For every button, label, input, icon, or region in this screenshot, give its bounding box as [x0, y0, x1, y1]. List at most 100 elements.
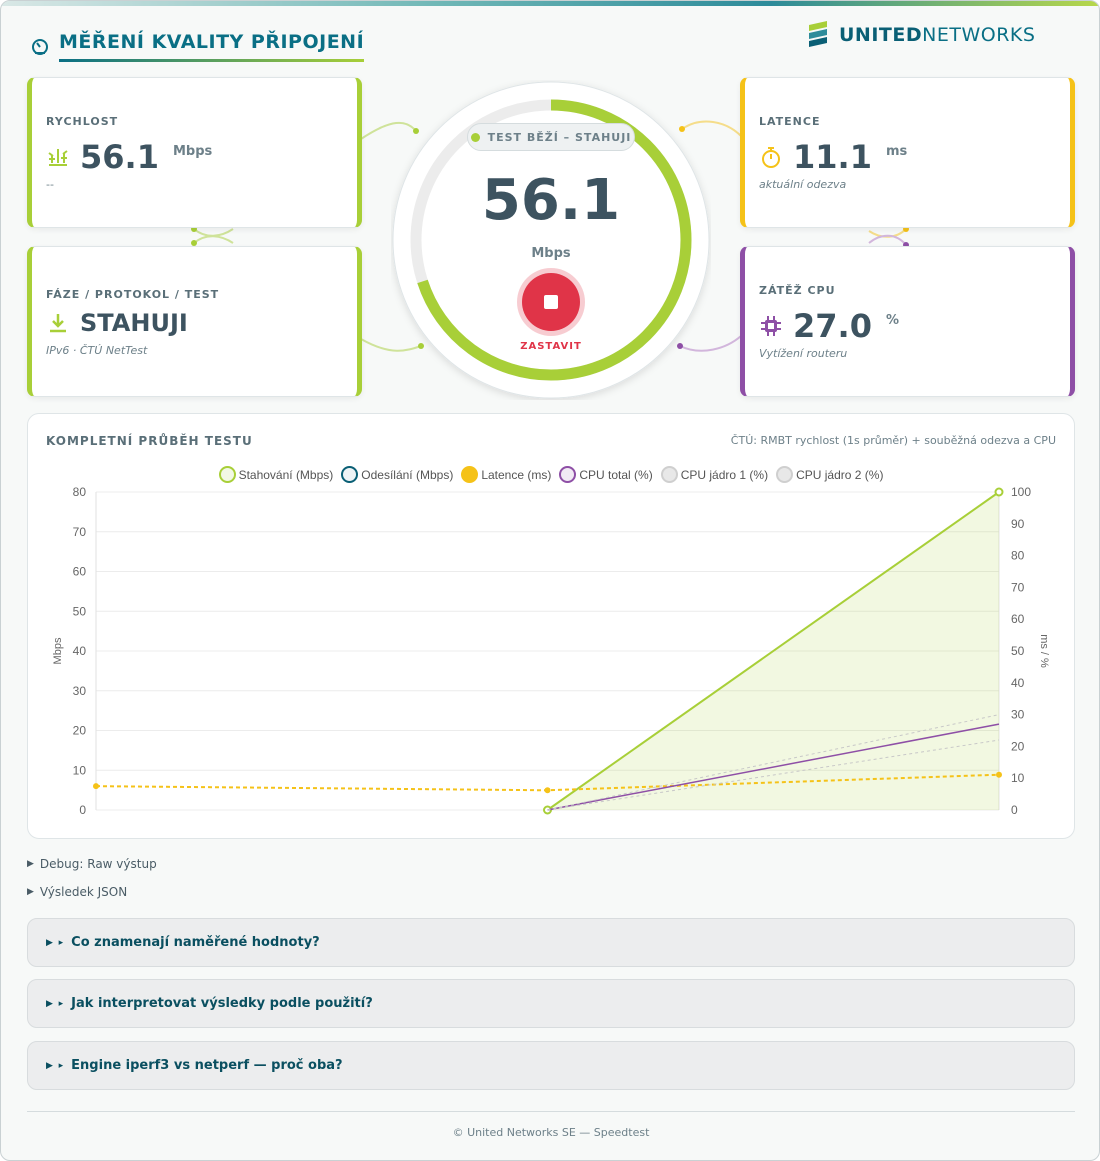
top-accent-bar [1, 1, 1099, 6]
y-tick-label: 0 [79, 803, 86, 817]
status-text: TEST BĚŽÍ – STAHUJI [487, 130, 632, 144]
latency-point [996, 771, 1002, 778]
latency-card: LATENCE 11.1 ms aktuální odezva [740, 77, 1075, 228]
legend-swatch [341, 466, 359, 483]
y2-tick-label: 100 [1011, 485, 1031, 499]
legend-swatch [461, 466, 479, 483]
faq-item-interpretation[interactable]: ▶ ▸ Jak interpretovat výsledky podle pou… [27, 979, 1075, 1028]
phase-sub: IPv6 · ČTÚ NetTest [46, 344, 148, 357]
gauge-ring [392, 81, 710, 399]
stopwatch-icon [762, 147, 780, 168]
chart-note: ČTÚ: RMBT rychlost (1s průměr) + souběžn… [730, 434, 1056, 447]
status-dot [470, 132, 480, 142]
cpu-label: ZÁTĚŽ CPU [759, 284, 836, 297]
legend-swatch [559, 466, 577, 483]
y-tick-label: 40 [73, 644, 87, 658]
phase-value: STAHUJI [80, 309, 188, 337]
legend-label: Latence (ms) [481, 467, 552, 482]
latency-sub: aktuální odezva [759, 178, 847, 191]
legend-label: Stahování (Mbps) [238, 467, 334, 482]
y-tick-label: 30 [73, 684, 87, 698]
gauge-unit: Mbps [531, 246, 571, 261]
y-tick-label: 50 [73, 604, 87, 618]
status-pill: TEST BĚŽÍ – STAHUJI [467, 123, 635, 151]
footer: © United Networks SE — Speedtest [452, 1126, 650, 1139]
cpu-card: ZÁTĚŽ CPU 27.0 % Vytížení routeru [740, 246, 1075, 397]
brand-logo: UNITEDNETWORKS [807, 21, 1035, 49]
y2-tick-label: 90 [1011, 517, 1025, 531]
y-tick-label: 80 [73, 485, 87, 499]
legend-label: CPU jádro 1 (%) [680, 467, 769, 482]
speed-unit: Mbps [172, 144, 213, 159]
legend-item[interactable]: Latence (ms) [461, 466, 551, 483]
legend-label: CPU total (%) [579, 467, 653, 482]
cpu-unit: % [885, 313, 899, 328]
chart-card: KOMPLETNÍ PRŮBĚH TESTU ČTÚ: RMBT rychlos… [27, 413, 1075, 839]
y2-tick-label: 10 [1011, 771, 1025, 785]
chip-icon [761, 316, 781, 336]
legend-label: CPU jádro 2 (%) [796, 467, 884, 482]
cpu-sub: Vytížení routeru [759, 347, 848, 360]
legend-item[interactable]: CPU jádro 2 (%) [776, 466, 883, 483]
y2-tick-label: 60 [1011, 612, 1025, 626]
legend-item[interactable]: CPU jádro 1 (%) [660, 466, 769, 483]
stop-button[interactable] [522, 273, 580, 331]
legend-label: Odesílání (Mbps) [361, 467, 454, 482]
connector-lines [191, 120, 909, 352]
download-point [994, 487, 1004, 497]
cpu-core-series-line [547, 739, 1000, 811]
stop-label[interactable]: ZASTAVIT [520, 341, 582, 352]
latency-unit: ms [885, 144, 908, 159]
debug-raw-toggle[interactable]: ▶ Debug: Raw výstup [27, 857, 157, 871]
page-header: MĚŘENÍ KVALITY PŘIPOJENÍ [31, 31, 365, 62]
legend-swatch [776, 466, 794, 483]
cpu-total-series-line [547, 723, 1000, 811]
speed-icon [48, 149, 68, 166]
chart-plot: 0 10 20 30 40 50 60 70 80 0 10 20 30 40 50 60 70 80 90 100 M… [52, 485, 1050, 817]
faq-question: Engine iperf3 vs netperf — proč oba? [71, 1058, 343, 1073]
legend-item[interactable]: Stahování (Mbps) [218, 466, 334, 483]
result-json-label: Výsledek JSON [39, 885, 128, 899]
logo-text-bold: UNITED [839, 24, 923, 46]
download-series-line [546, 491, 1000, 811]
speed-gauge: TEST BĚŽÍ – STAHUJI 56.1 Mbps ZASTAVIT [391, 80, 711, 400]
y-tick-label: 10 [73, 763, 87, 777]
faq-item-engines[interactable]: ▶ ▸ Engine iperf3 vs netperf — proč oba? [27, 1041, 1075, 1090]
y-axis-title: Mbps [52, 637, 64, 664]
y2-tick-label: 30 [1011, 708, 1025, 722]
download-icon [50, 314, 66, 333]
y-tick-label: 20 [73, 724, 87, 738]
legend-item[interactable]: CPU total (%) [559, 466, 653, 483]
cpu-core-series-line [547, 714, 1000, 811]
legend-swatch [218, 466, 236, 483]
y2-tick-label: 40 [1011, 676, 1025, 690]
result-json-toggle[interactable]: ▶ Výsledek JSON [27, 885, 127, 899]
disclosure-triangle-icon: ▶ ▸ [46, 1060, 64, 1071]
gauge-progress-arc [410, 99, 692, 381]
y2-tick-label: 70 [1011, 580, 1025, 594]
speed-label: RYCHLOST [46, 115, 119, 128]
speed-sub: -- [46, 178, 54, 191]
latency-label: LATENCE [759, 115, 821, 128]
legend-item[interactable]: Odesílání (Mbps) [341, 466, 453, 483]
y2-tick-label: 80 [1011, 549, 1025, 563]
chart-title: KOMPLETNÍ PRŮBĚH TESTU [46, 434, 253, 448]
phase-card: FÁZE / PROTOKOL / TEST STAHUJI IPv6 · ČT… [27, 246, 362, 397]
gauge-icon [32, 38, 48, 55]
y2-axis-title: ms / % [1038, 634, 1050, 668]
disclosure-triangle-icon: ▶ ▸ [46, 937, 64, 948]
footer-divider [27, 1111, 1075, 1112]
speed-card: RYCHLOST 56.1 Mbps -- [27, 77, 362, 228]
chart-legend[interactable]: Stahování (Mbps) Odesílání (Mbps) Latence … [28, 466, 1076, 483]
debug-raw-label: Debug: Raw výstup [39, 857, 157, 871]
latency-point [93, 783, 99, 790]
gauge-value: 56.1 [481, 168, 621, 233]
speed-value: 56.1 [80, 138, 159, 176]
page-title: MĚŘENÍ KVALITY PŘIPOJENÍ [59, 31, 365, 62]
faq-item-values[interactable]: ▶ ▸ Co znamenají naměřené hodnoty? [27, 918, 1075, 967]
faq-question: Jak interpretovat výsledky podle použití… [71, 996, 373, 1011]
phase-label: FÁZE / PROTOKOL / TEST [46, 288, 220, 301]
y-tick-label: 60 [73, 565, 87, 579]
legend-swatch [660, 466, 678, 483]
